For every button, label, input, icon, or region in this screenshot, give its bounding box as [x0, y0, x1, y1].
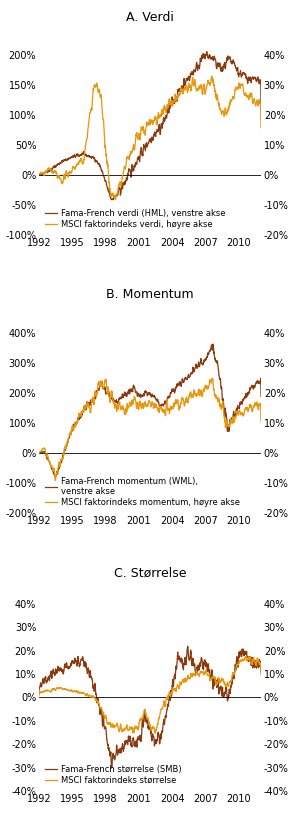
MSCI faktorindeks momentum, høyre akse — [37, 448, 41, 458]
Fama-French momentum (WML),
venstre akse — [171, 386, 175, 396]
MSCI faktorindeks størrelse — [37, 691, 41, 700]
MSCI faktorindeks størrelse — [244, 652, 247, 662]
MSCI faktorindeks størrelse — [140, 714, 144, 724]
Fama-French momentum (WML),
venstre akse — [157, 398, 160, 408]
MSCI faktorindeks verdi, høyre akse — [112, 190, 116, 200]
Fama-French verdi (HML), venstre akse — [112, 194, 115, 204]
Fama-French verdi (HML), venstre akse — [113, 193, 116, 203]
Line: MSCI faktorindeks verdi, høyre akse: MSCI faktorindeks verdi, høyre akse — [39, 77, 261, 199]
MSCI faktorindeks verdi, høyre akse — [40, 167, 43, 177]
MSCI faktorindeks størrelse — [153, 728, 157, 738]
MSCI faktorindeks størrelse — [40, 688, 43, 698]
Title: A. Verdi: A. Verdi — [126, 11, 174, 24]
Fama-French størrelse (SMB) — [186, 641, 190, 651]
Fama-French størrelse (SMB) — [157, 730, 160, 740]
Fama-French størrelse (SMB) — [37, 686, 41, 696]
MSCI faktorindeks størrelse — [259, 670, 263, 680]
MSCI faktorindeks verdi, høyre akse — [210, 72, 214, 82]
Fama-French verdi (HML), venstre akse — [140, 151, 144, 161]
Fama-French verdi (HML), venstre akse — [40, 169, 43, 179]
Fama-French momentum (WML),
venstre akse — [211, 339, 215, 349]
MSCI faktorindeks momentum, høyre akse — [140, 400, 144, 410]
MSCI faktorindeks verdi, høyre akse — [140, 125, 144, 135]
MSCI faktorindeks verdi, høyre akse — [200, 79, 203, 89]
MSCI faktorindeks verdi, høyre akse — [37, 169, 41, 179]
Line: MSCI faktorindeks størrelse: MSCI faktorindeks størrelse — [39, 657, 261, 733]
MSCI faktorindeks momentum, høyre akse — [113, 400, 116, 410]
Fama-French momentum (WML),
venstre akse — [53, 472, 57, 482]
Fama-French størrelse (SMB) — [259, 667, 263, 677]
Fama-French størrelse (SMB) — [200, 653, 203, 662]
MSCI faktorindeks momentum, høyre akse — [200, 386, 203, 396]
Fama-French verdi (HML), venstre akse — [157, 122, 160, 132]
MSCI faktorindeks momentum, høyre akse — [211, 374, 214, 384]
Fama-French verdi (HML), venstre akse — [37, 170, 41, 180]
MSCI faktorindeks størrelse — [112, 723, 116, 733]
MSCI faktorindeks momentum, høyre akse — [40, 446, 43, 456]
MSCI faktorindeks verdi, høyre akse — [157, 109, 160, 119]
MSCI faktorindeks størrelse — [200, 667, 203, 677]
MSCI faktorindeks størrelse — [157, 714, 160, 724]
MSCI faktorindeks størrelse — [171, 686, 175, 695]
MSCI faktorindeks verdi, høyre akse — [259, 123, 263, 133]
Title: B. Momentum: B. Momentum — [106, 288, 194, 302]
MSCI faktorindeks verdi, høyre akse — [171, 97, 175, 107]
Fama-French momentum (WML),
venstre akse — [200, 355, 203, 365]
Fama-French verdi (HML), venstre akse — [205, 47, 208, 57]
MSCI faktorindeks momentum, høyre akse — [157, 407, 160, 417]
MSCI faktorindeks momentum, høyre akse — [171, 402, 175, 412]
Fama-French størrelse (SMB) — [171, 675, 175, 685]
Fama-French momentum (WML),
venstre akse — [40, 447, 43, 456]
Fama-French verdi (HML), venstre akse — [171, 97, 175, 107]
Line: Fama-French verdi (HML), venstre akse: Fama-French verdi (HML), venstre akse — [39, 52, 261, 199]
Line: MSCI faktorindeks momentum, høyre akse: MSCI faktorindeks momentum, høyre akse — [39, 379, 261, 480]
Legend: Fama-French størrelse (SMB), MSCI faktorindeks størrelse: Fama-French størrelse (SMB), MSCI faktor… — [43, 764, 183, 787]
MSCI faktorindeks verdi, høyre akse — [114, 194, 117, 204]
Fama-French størrelse (SMB) — [113, 755, 116, 765]
Fama-French verdi (HML), venstre akse — [259, 101, 263, 110]
MSCI faktorindeks momentum, høyre akse — [53, 475, 57, 485]
Fama-French størrelse (SMB) — [40, 681, 43, 691]
Line: Fama-French momentum (WML),
venstre akse: Fama-French momentum (WML), venstre akse — [39, 344, 261, 477]
Legend: Fama-French momentum (WML),
venstre akse, MSCI faktorindeks momentum, høyre akse: Fama-French momentum (WML), venstre akse… — [43, 475, 241, 509]
Fama-French verdi (HML), venstre akse — [200, 57, 203, 67]
Fama-French momentum (WML),
venstre akse — [37, 448, 41, 458]
Fama-French størrelse (SMB) — [140, 718, 144, 728]
Fama-French størrelse (SMB) — [110, 763, 113, 773]
Fama-French momentum (WML),
venstre akse — [140, 391, 144, 401]
Line: Fama-French størrelse (SMB): Fama-French størrelse (SMB) — [39, 646, 261, 768]
Fama-French momentum (WML),
venstre akse — [113, 396, 116, 406]
MSCI faktorindeks momentum, høyre akse — [259, 417, 263, 427]
Fama-French momentum (WML),
venstre akse — [259, 391, 263, 401]
Title: C. Størrelse: C. Størrelse — [114, 566, 186, 579]
Legend: Fama-French verdi (HML), venstre akse, MSCI faktorindeks verdi, høyre akse: Fama-French verdi (HML), venstre akse, M… — [43, 208, 227, 231]
